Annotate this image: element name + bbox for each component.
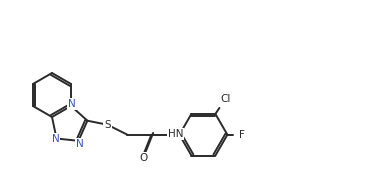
Text: N: N [68,99,76,109]
Text: N: N [76,139,83,149]
Text: Cl: Cl [220,94,230,104]
Text: O: O [139,153,147,163]
Text: S: S [104,120,111,130]
Text: N: N [52,134,60,144]
Text: F: F [240,130,245,140]
Text: HN: HN [168,129,183,139]
